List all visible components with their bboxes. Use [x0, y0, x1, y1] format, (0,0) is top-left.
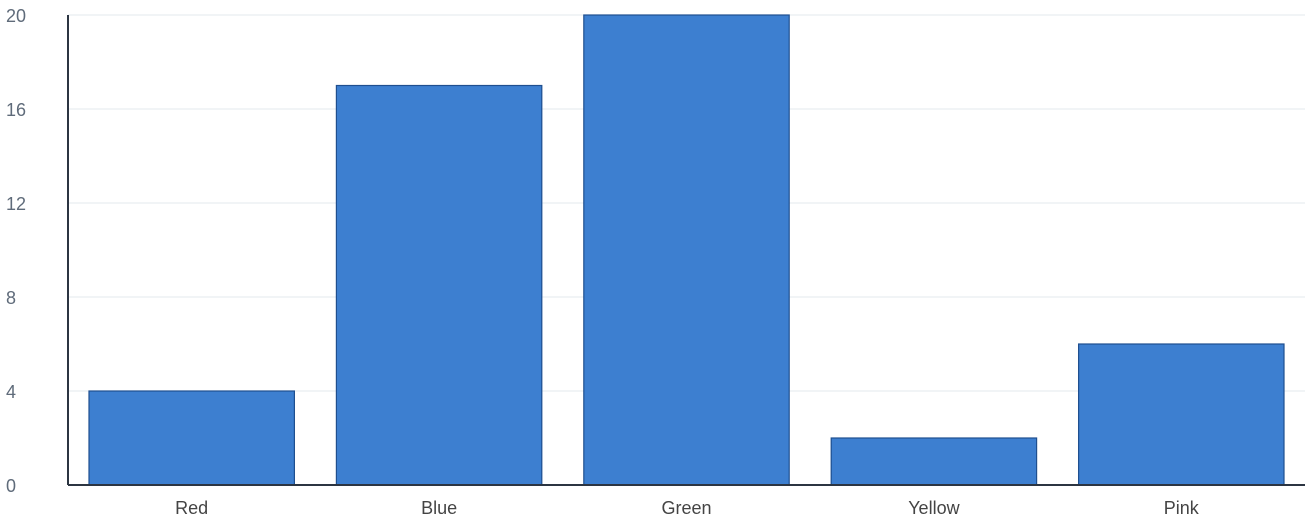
y-tick-label: 8 — [6, 288, 16, 308]
bar-yellow — [830, 437, 1038, 486]
x-category-label: Yellow — [908, 498, 960, 518]
x-category-label: Green — [661, 498, 711, 518]
x-category-labels: Red Blue Green Yellow Pink — [175, 498, 1200, 518]
y-tick-labels: 0 4 8 12 16 20 — [6, 6, 26, 496]
y-tick-label: 4 — [6, 382, 16, 402]
bar-red — [88, 390, 295, 486]
bars — [88, 14, 1285, 486]
x-category-label: Red — [175, 498, 208, 518]
bar-pink — [1077, 343, 1285, 486]
y-tick-label: 20 — [6, 6, 26, 26]
y-tick-label: 16 — [6, 100, 26, 120]
x-category-label: Pink — [1164, 498, 1200, 518]
x-category-label: Blue — [421, 498, 457, 518]
bar-green — [583, 14, 790, 486]
bar-blue — [335, 84, 543, 486]
axes — [67, 15, 1305, 486]
y-tick-label: 12 — [6, 194, 26, 214]
y-tick-label: 0 — [6, 476, 16, 496]
